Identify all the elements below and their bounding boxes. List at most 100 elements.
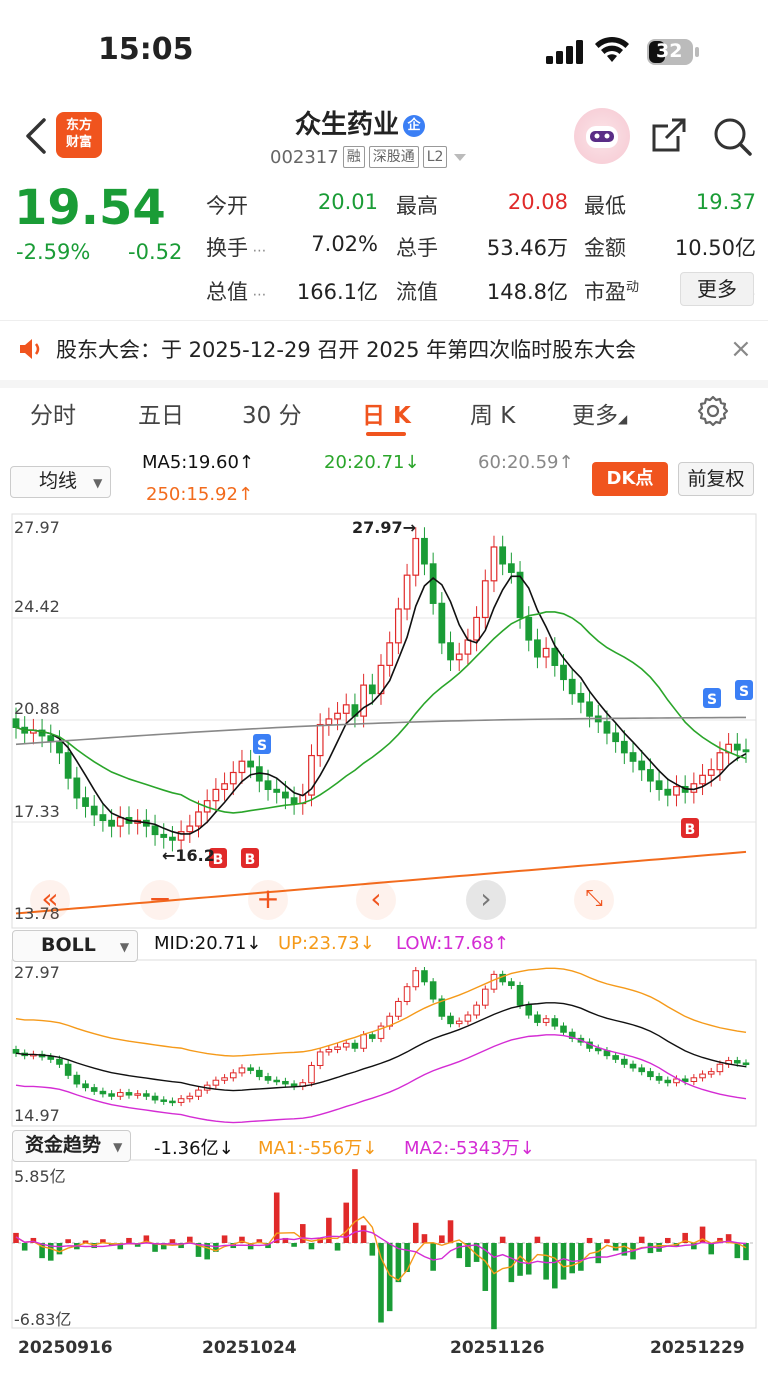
tab-more-label: 更多 <box>572 403 618 429</box>
zoom-in-button[interactable]: + <box>248 880 288 920</box>
candle-body <box>273 788 281 793</box>
candle-body <box>673 785 680 796</box>
info-icon[interactable]: ⋯ <box>248 287 267 303</box>
candle-body <box>647 769 654 782</box>
candle-body <box>507 563 515 573</box>
boll-candle-body <box>629 1063 637 1069</box>
zoom-out-far-button[interactable]: « <box>30 880 70 920</box>
fund-bar <box>560 1243 567 1280</box>
boll-selector-label: BOLL <box>41 934 96 956</box>
ma250-value: 250:15.92↑ <box>146 484 254 505</box>
boll-y-max: 27.97 <box>14 963 60 982</box>
candle-body <box>12 718 20 728</box>
signal-marker-text: S <box>739 684 749 700</box>
boll-selector[interactable]: BOLL ▼ <box>12 930 139 962</box>
quote-label-8: 市盈动 <box>584 280 640 304</box>
fund-bar <box>743 1243 749 1261</box>
boll-candle-body <box>612 1055 619 1060</box>
boll-candle-body <box>212 1079 220 1086</box>
tab-weekly-k[interactable]: 周 K <box>470 403 516 429</box>
boll-candle-body <box>508 981 515 986</box>
boll-candle-body <box>229 1072 237 1079</box>
tab-daily-k[interactable]: 日 K <box>362 403 411 429</box>
candle-body <box>481 580 489 619</box>
boll-candle-body <box>377 1025 385 1039</box>
tag-margin: 融 <box>342 146 365 168</box>
candle-body <box>316 723 324 757</box>
signal-marker-text: B <box>685 822 696 838</box>
zoom-out-button[interactable]: − <box>140 880 180 920</box>
candle-body <box>499 546 507 565</box>
fund-bar <box>543 1243 549 1280</box>
ma-selector[interactable]: 均线 ▼ <box>10 466 112 498</box>
candle-body <box>429 563 437 604</box>
forward-adjust-button[interactable]: 前复权 <box>678 462 754 496</box>
fund-bar <box>404 1243 410 1273</box>
candle-body <box>525 616 533 641</box>
boll-candle-body <box>342 1042 350 1048</box>
candle-body <box>177 831 185 841</box>
boll-candle-body <box>334 1046 341 1050</box>
fund-ma2: MA2:-5343万↓ <box>404 1138 535 1159</box>
fund-selector[interactable]: 资金趋势 ▼ <box>12 1130 132 1162</box>
boll-candle-body <box>125 1092 133 1096</box>
fund-bar <box>378 1243 384 1323</box>
fund-bar <box>178 1243 184 1249</box>
close-notice-icon[interactable]: × <box>730 334 752 364</box>
candle-body <box>325 718 333 726</box>
boll-candle-body <box>12 1048 20 1054</box>
candle-body <box>403 574 411 610</box>
candle-body <box>108 819 115 827</box>
shareholder-notice[interactable]: 股东大会：于 2025-12-29 召开 2025 年第四次临时股东大会 <box>18 334 636 364</box>
scroll-left-button[interactable]: ‹ <box>356 880 396 920</box>
dk-point-button[interactable]: DK点 <box>592 462 668 496</box>
fund-bar <box>638 1236 645 1243</box>
fullscreen-button[interactable]: ⤡ <box>574 880 614 920</box>
signal-marker-text: B <box>213 852 224 868</box>
settings-gear-icon[interactable] <box>696 394 730 428</box>
battery-icon: 32 <box>646 38 700 66</box>
candle-body <box>342 704 350 714</box>
tab-more[interactable]: 更多◢ <box>572 396 627 430</box>
fund-bar <box>326 1217 332 1243</box>
candle-body <box>247 760 255 768</box>
search-icon[interactable] <box>710 114 754 158</box>
fund-bar <box>621 1243 628 1256</box>
boll-candle-body <box>551 1018 559 1027</box>
signal-marker <box>209 848 227 868</box>
candle-body <box>516 571 524 619</box>
candle-body <box>186 825 194 833</box>
stock-code-row[interactable]: 002317 融 深股通 L2 <box>270 146 469 168</box>
boll-candle-body <box>734 1060 741 1064</box>
quote-label-4: 总手 <box>396 236 438 260</box>
boll-candle-body <box>516 984 524 1006</box>
fund-y-max: 5.85亿 <box>14 1167 66 1186</box>
fund-bar <box>369 1243 376 1256</box>
pe-dynamic-sup: 动 <box>626 280 640 295</box>
tab-30min[interactable]: 30 分 <box>242 403 302 429</box>
tab-five-day[interactable]: 五日 <box>138 403 184 429</box>
candle-body <box>638 760 646 771</box>
notice-text: 股东大会：于 2025-12-29 召开 2025 年第四次临时股东大会 <box>56 338 637 362</box>
boll-candle-body <box>64 1063 72 1076</box>
info-icon[interactable]: ⋯ <box>248 243 267 259</box>
quote-value-3: 7.02% <box>311 232 378 256</box>
ai-assistant-icon[interactable] <box>574 108 630 164</box>
more-button[interactable]: 更多 <box>680 272 754 306</box>
boll-candle-body <box>160 1099 168 1102</box>
share-icon[interactable] <box>648 114 690 156</box>
candle-body <box>447 642 454 661</box>
tab-minute[interactable]: 分时 <box>30 403 76 429</box>
scroll-right-button[interactable]: › <box>466 880 506 920</box>
fund-bar <box>725 1234 732 1243</box>
boll-candle-body <box>464 1014 472 1022</box>
boll-mid-line <box>15 1002 747 1092</box>
chevron-down-icon <box>454 154 467 161</box>
ma60-value: 60:20.59↑ <box>478 452 574 473</box>
back-arrow-icon[interactable] <box>22 116 52 156</box>
candle-body <box>264 780 272 791</box>
boll-candle-body <box>256 1069 263 1078</box>
candle-body <box>394 608 402 644</box>
change-percent: -2.59% <box>16 240 91 264</box>
